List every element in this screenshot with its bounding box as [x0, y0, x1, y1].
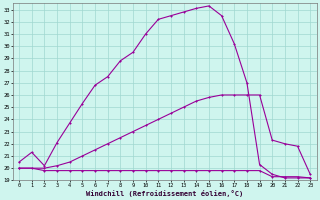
X-axis label: Windchill (Refroidissement éolien,°C): Windchill (Refroidissement éolien,°C) [86, 190, 243, 197]
